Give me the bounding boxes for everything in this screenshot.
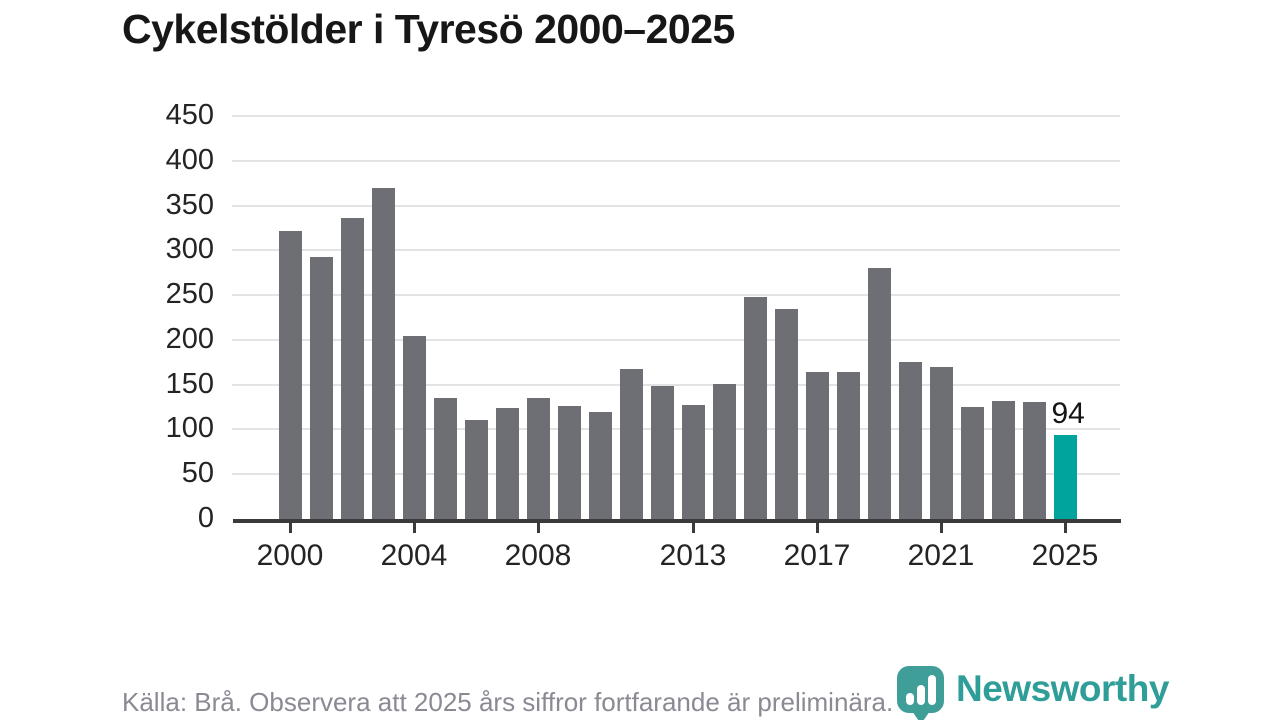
logo-bar-icon [917, 685, 925, 705]
gridline-y-300 [232, 249, 1120, 252]
bar-2007 [495, 407, 519, 519]
x-axis-tick-label: 2008 [504, 539, 572, 572]
x-axis-tick-2004 [413, 523, 416, 533]
logo-bubble-tail [912, 711, 930, 720]
bar-2004 [402, 336, 426, 519]
chart-title: Cykelstölder i Tyresö 2000–2025 [122, 6, 735, 52]
bar-2013 [681, 405, 705, 519]
y-axis-tick-label: 150 [165, 367, 214, 400]
y-axis-tick-label: 250 [165, 278, 214, 311]
y-axis-tick-label: 200 [165, 322, 214, 355]
x-axis-tick-label: 2004 [380, 539, 448, 572]
x-axis-tick-2000 [289, 523, 292, 533]
gridline-y-400 [232, 159, 1120, 162]
logo-bar-icon [906, 693, 914, 705]
x-axis-tick-2013 [692, 523, 695, 533]
bar-2024 [1022, 401, 1046, 519]
x-axis-tick-2008 [537, 523, 540, 533]
bar-2021 [929, 366, 953, 519]
logo-bar-icon [928, 675, 936, 705]
bar-2002 [340, 218, 364, 519]
gridline-y-100 [232, 428, 1120, 431]
x-axis-tick-2017 [816, 523, 819, 533]
bar-2012 [650, 386, 674, 519]
source-note: Källa: Brå. Observera att 2025 års siffr… [122, 687, 894, 717]
y-axis-tick-label: 50 [181, 457, 214, 490]
y-axis-tick-label: 0 [197, 502, 214, 534]
newsworthy-wordmark: Newsworthy [956, 668, 1169, 709]
bar-2006 [464, 419, 488, 519]
x-axis-tick-label: 2017 [783, 539, 851, 572]
x-axis-tick-2021 [940, 523, 943, 533]
bar-2001 [309, 256, 333, 519]
y-axis-tick-label: 450 [165, 99, 214, 131]
bar-2008 [526, 398, 550, 519]
x-axis-tick-2025 [1064, 523, 1067, 533]
gridline-y-250 [232, 294, 1120, 297]
y-axis-tick-label: 100 [165, 412, 214, 445]
bar-2010 [588, 412, 612, 519]
bar-2003 [371, 187, 395, 519]
gridline-y-350 [232, 204, 1120, 207]
gridline-y-200 [232, 338, 1120, 341]
x-axis-line [233, 519, 1121, 523]
newsworthy-chart-bubble-icon [897, 666, 944, 713]
y-axis-tick-label: 350 [165, 188, 214, 221]
bar-2000 [278, 230, 302, 519]
gridline-y-50 [232, 473, 1120, 476]
highlight-value-label: 94 [1051, 396, 1085, 430]
bar-2020 [898, 362, 922, 519]
gridline-y-450 [232, 115, 1120, 117]
bar-2023 [991, 400, 1015, 519]
bar-2019 [867, 268, 891, 519]
bar-2014 [712, 383, 736, 519]
bar-2005 [433, 398, 457, 519]
bar-2022 [960, 407, 984, 519]
bar-2009 [557, 406, 581, 519]
bar-2017 [805, 372, 829, 519]
bar-2018 [836, 372, 860, 519]
bar-2025 [1053, 434, 1077, 519]
x-axis-tick-label: 2000 [256, 539, 324, 572]
y-axis-tick-label: 400 [165, 143, 214, 176]
y-axis-tick-label: 300 [165, 233, 214, 266]
bar-2015 [743, 296, 767, 519]
bar-2016 [774, 308, 798, 519]
x-axis-tick-label: 2021 [907, 539, 975, 572]
bar-2011 [619, 368, 643, 519]
x-axis-tick-label: 2013 [659, 539, 727, 572]
x-axis-tick-label: 2025 [1031, 539, 1099, 572]
gridline-y-150 [232, 383, 1120, 386]
